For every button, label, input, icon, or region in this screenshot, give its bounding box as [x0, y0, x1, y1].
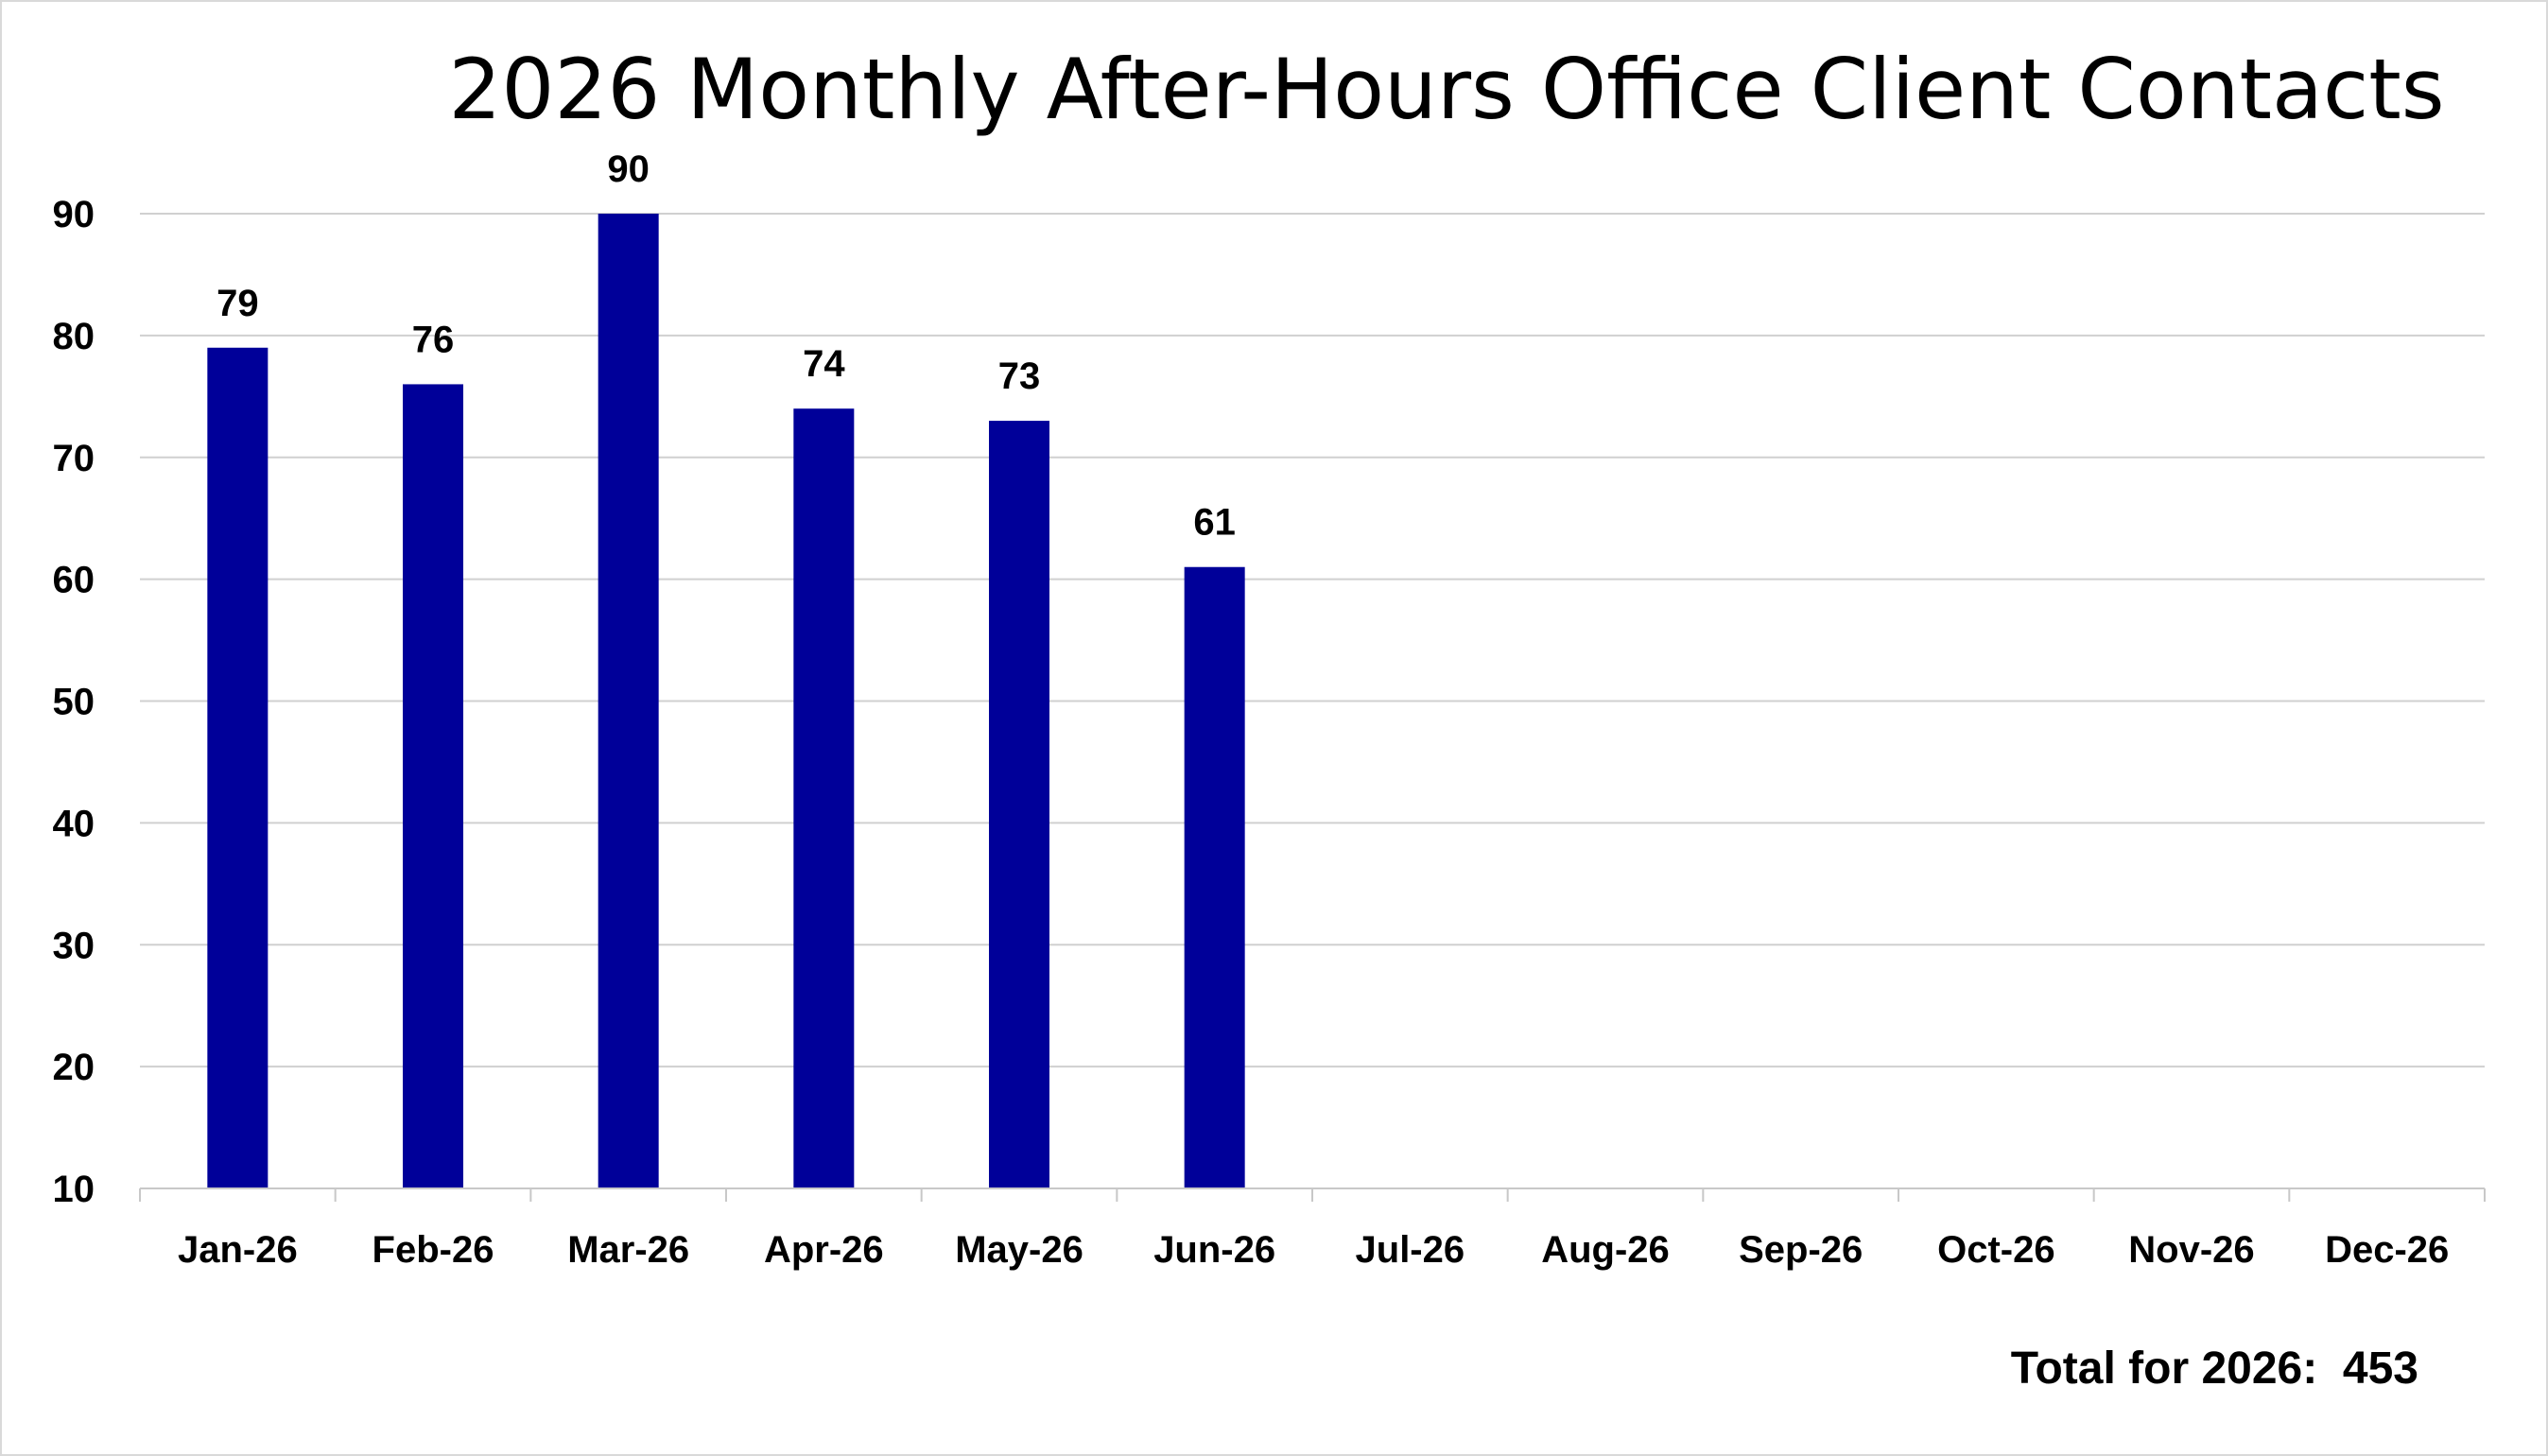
y-tick-label: 50 [53, 682, 95, 723]
y-tick-label: 80 [53, 316, 95, 357]
data-label: 79 [217, 283, 259, 324]
y-tick-label: 40 [53, 803, 95, 844]
y-tick-label: 90 [53, 194, 95, 235]
bar [403, 384, 463, 1188]
x-tick-label: Apr-26 [764, 1229, 884, 1271]
data-label: 61 [1193, 502, 1236, 544]
y-tick-label: 20 [53, 1047, 95, 1088]
bar [1184, 566, 1245, 1188]
x-tick-label: Jan-26 [178, 1229, 298, 1271]
data-label: 73 [998, 355, 1041, 397]
data-label: 76 [412, 319, 455, 360]
y-axis-ticks: 10 20 30 40 50 60 70 80 90 [53, 194, 95, 1210]
x-axis-ticks: Jan-26 Feb-26 Mar-26 Apr-26 May-26 Jun-26 Jul-… [178, 1229, 2449, 1271]
data-label: 90 [607, 148, 650, 190]
x-tick-label: Dec-26 [2325, 1229, 2449, 1271]
total-annotation: Total for 2026: 453 [2011, 1343, 2418, 1394]
y-tick-label: 10 [53, 1169, 95, 1210]
y-tick-label: 60 [53, 560, 95, 601]
bar [598, 214, 659, 1188]
x-tick-label: Mar-26 [567, 1229, 689, 1271]
x-tick-label: May-26 [955, 1229, 1083, 1271]
data-labels: 79 76 90 74 73 61 [217, 148, 1236, 544]
gridlines [140, 213, 2485, 1068]
x-tick-label: Feb-26 [373, 1229, 494, 1271]
x-tick-label: Sep-26 [1739, 1229, 1863, 1271]
x-tick-label: Jul-26 [1356, 1229, 1465, 1271]
y-tick-label: 30 [53, 925, 95, 966]
x-tick-label: Aug-26 [1541, 1229, 1670, 1271]
bar [207, 347, 269, 1188]
chart-title: 2026 Monthly After-Hours Office Client C… [448, 41, 2444, 138]
x-tick-label: Oct-26 [1937, 1229, 2055, 1271]
bar [989, 421, 1049, 1188]
x-axis [139, 1187, 2486, 1202]
bars [207, 214, 1245, 1188]
bar [793, 408, 855, 1188]
y-tick-label: 70 [53, 438, 95, 479]
x-tick-label: Nov-26 [2128, 1229, 2254, 1271]
x-tick-label: Jun-26 [1153, 1229, 1275, 1271]
data-label: 74 [803, 343, 845, 385]
